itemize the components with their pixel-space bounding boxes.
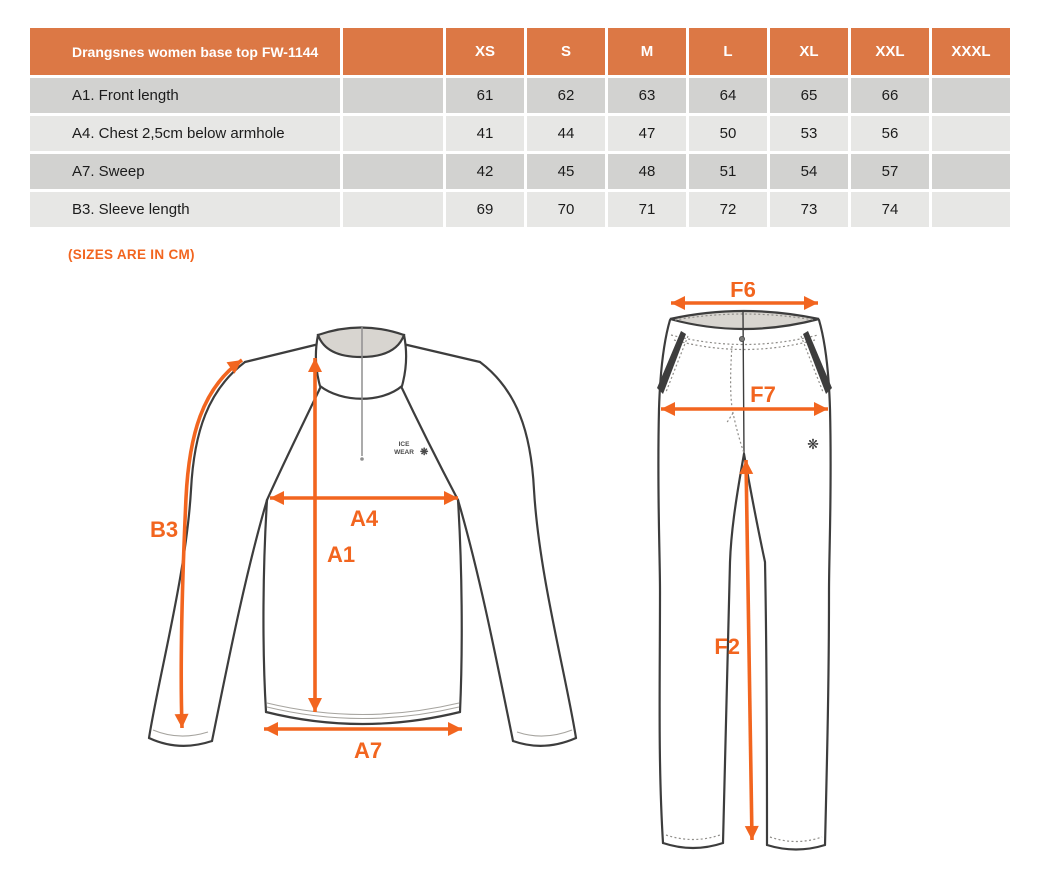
waistband-shade (669, 309, 820, 331)
cell-value: 63 (608, 78, 686, 113)
cell-value: 47 (608, 116, 686, 151)
size-header-s: S (527, 28, 605, 75)
snowflake-icon: ❋ (807, 436, 819, 452)
cell-value (932, 154, 1010, 189)
cell-value: 53 (770, 116, 848, 151)
shirt-diagram: ICE WEAR ❋ B3 A4 A1 A7 (147, 326, 578, 763)
cell-value: 57 (851, 154, 929, 189)
cell-value: 41 (446, 116, 524, 151)
cell-value: 48 (608, 154, 686, 189)
row-label: A7. Sweep (30, 154, 340, 189)
center-front-seam (742, 311, 745, 455)
size-header-xxl: XXL (851, 28, 929, 75)
measure-arrow-f2 (739, 459, 759, 841)
sizes-in-cm-note: (SIZES ARE IN CM) (68, 247, 195, 262)
measure-arrow-b3 (174, 358, 244, 729)
cell-value: 51 (689, 154, 767, 189)
cell-value: 65 (770, 78, 848, 113)
cell-value: 44 (527, 116, 605, 151)
size-header-xxxl: XXXL (932, 28, 1010, 75)
cell-value: 54 (770, 154, 848, 189)
cell-value: 74 (851, 192, 929, 227)
cell-empty (343, 192, 443, 227)
cell-value (932, 192, 1010, 227)
waist-button (739, 336, 746, 343)
cell-value: 71 (608, 192, 686, 227)
measure-label-a7: A7 (354, 738, 382, 763)
cell-value: 45 (527, 154, 605, 189)
row-label: A4. Chest 2,5cm below armhole (30, 116, 340, 151)
cell-value: 64 (689, 78, 767, 113)
row-label: A1. Front length (30, 78, 340, 113)
cell-value: 62 (527, 78, 605, 113)
measure-label-a1: A1 (327, 542, 355, 567)
size-header-l: L (689, 28, 767, 75)
size-table: Drangsnes women base top FW-1144 XS S M … (30, 28, 1010, 227)
cell-empty (343, 154, 443, 189)
size-header-m: M (608, 28, 686, 75)
cell-value: 72 (689, 192, 767, 227)
pants-measurements: F6 F7 F2 (661, 282, 828, 841)
cell-empty (343, 116, 443, 151)
icewear-logo: ICE WEAR ❋ (394, 441, 429, 458)
zipper-pull (360, 457, 364, 461)
pocket-left (657, 331, 686, 394)
logo-text-ice: ICE (399, 441, 411, 448)
cell-value: 70 (527, 192, 605, 227)
size-header-xl: XL (770, 28, 848, 75)
measure-label-f6: F6 (730, 282, 756, 302)
pants-outline: ❋ (657, 309, 832, 851)
pants-diagram: ❋ F6 F7 F2 (657, 282, 832, 851)
row-label: B3. Sleeve length (30, 192, 340, 227)
cell-value: 61 (446, 78, 524, 113)
cell-value (932, 116, 1010, 151)
measure-label-b3: B3 (150, 517, 178, 542)
cell-value: 73 (770, 192, 848, 227)
pocket-right (803, 331, 832, 394)
measure-label-f2: F2 (714, 634, 740, 659)
cell-value: 42 (446, 154, 524, 189)
table-title: Drangsnes women base top FW-1144 (30, 28, 340, 75)
shirt-outline (147, 326, 578, 747)
cell-value: 69 (446, 192, 524, 227)
logo-text-wear: WEAR (394, 449, 414, 456)
shirt-measurements: B3 A4 A1 A7 (150, 358, 462, 763)
measure-label-f7: F7 (750, 382, 776, 407)
measure-label-a4: A4 (350, 506, 379, 531)
table-header-spacer (343, 28, 443, 75)
collar-inner-shade (316, 326, 406, 359)
cell-empty (343, 78, 443, 113)
size-header-xs: XS (446, 28, 524, 75)
fly-stitch (730, 345, 745, 454)
cell-value: 56 (851, 116, 929, 151)
cell-value (932, 78, 1010, 113)
snowflake-icon: ❋ (420, 447, 429, 458)
cell-value: 66 (851, 78, 929, 113)
cell-value: 50 (689, 116, 767, 151)
